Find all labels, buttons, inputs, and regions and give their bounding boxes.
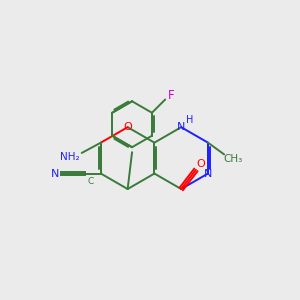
Text: F: F — [168, 88, 174, 102]
Text: O: O — [123, 122, 132, 132]
Text: NH₂: NH₂ — [60, 152, 80, 162]
Text: N: N — [51, 169, 59, 178]
Text: N: N — [204, 169, 212, 178]
Text: N: N — [177, 122, 185, 132]
Text: CH₃: CH₃ — [224, 154, 243, 164]
Text: C: C — [87, 177, 94, 186]
Text: O: O — [196, 159, 205, 169]
Text: H: H — [186, 115, 194, 125]
